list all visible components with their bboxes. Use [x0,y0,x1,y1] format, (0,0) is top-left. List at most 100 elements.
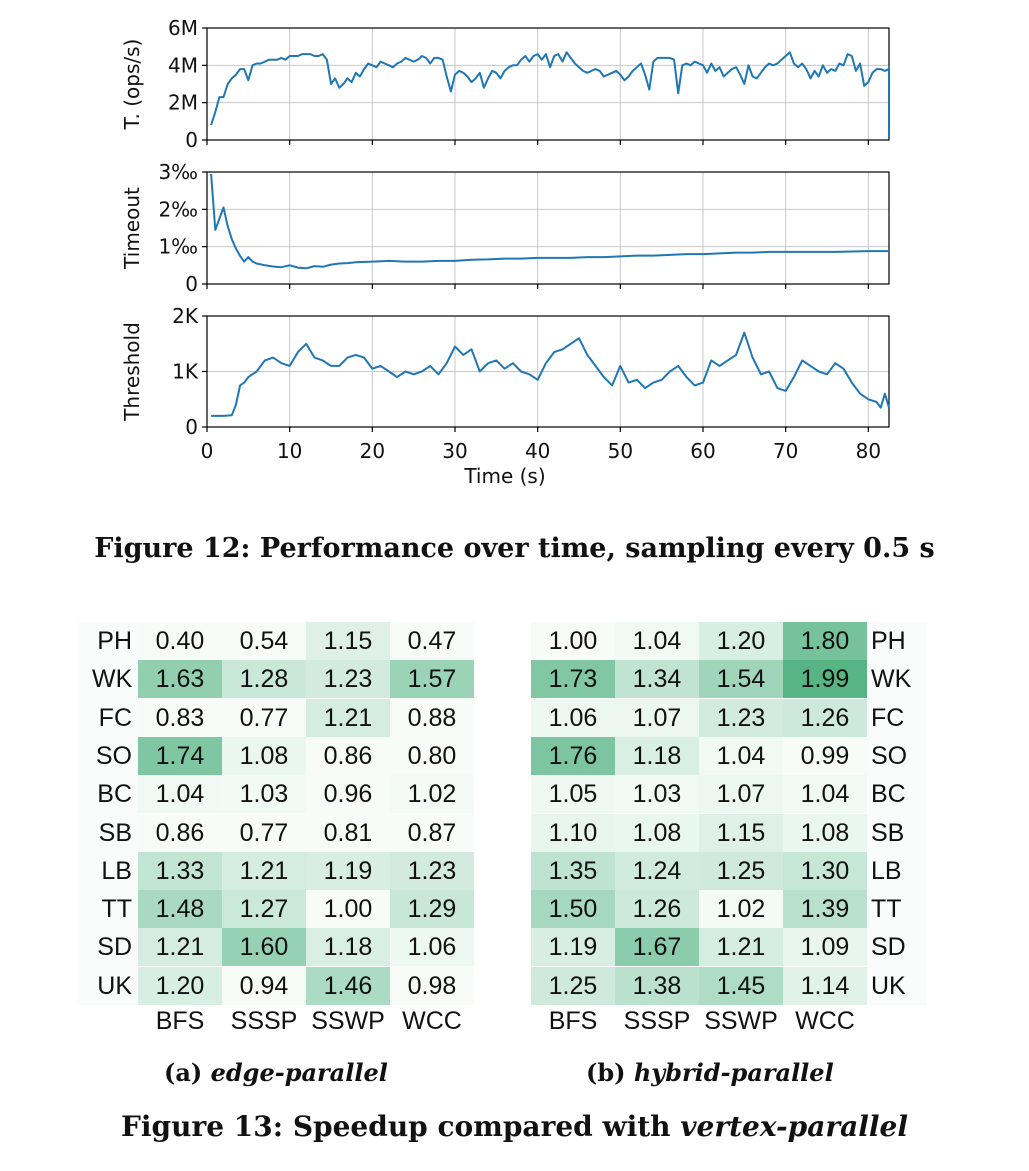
row-label: SD [97,933,132,962]
y-tick-label: 2M [168,91,198,115]
heatmap-cell: 0.77 [222,813,306,852]
heatmap-cell: 1.19 [306,851,390,890]
heatmap-cell: 0.98 [390,966,474,1005]
column-label: SSSP [230,1007,298,1035]
heatmap-cell: 0.86 [138,813,222,852]
row-label: PH [871,627,906,655]
heatmap-cell: 1.05 [531,775,615,814]
row-label: SB [98,818,132,847]
row-label: UK [97,971,132,1000]
heatmap-cell: 0.54 [222,622,306,660]
row-label: SO [95,741,132,770]
y-axis-label: Timeout [120,187,144,270]
heatmap-cell: 1.04 [615,622,699,660]
heatmap-cell: 0.99 [783,736,867,775]
heatmap-cell: 0.94 [222,966,306,1005]
y-tick-label: 0 [185,128,198,152]
heatmap-cell: 1.33 [138,851,222,890]
heatmap-cell: 1.30 [783,851,867,890]
heatmap-cell: 0.77 [222,698,306,737]
heatmap-cell: 1.57 [390,660,474,699]
figure-12-caption: Figure 12: Performance over time, sampli… [94,533,935,564]
heatmap-cell: 1.08 [615,813,699,852]
heatmap-cell: 1.07 [615,698,699,737]
heatmap-cell: 1.63 [138,660,222,699]
x-tick-label: 70 [773,439,798,463]
row-label: SO [871,741,908,770]
heatmap-cell: 1.15 [306,622,390,660]
heatmap-cell: 1.14 [783,966,867,1005]
heatmap-cell: 1.21 [222,851,306,890]
row-label: LB [101,856,132,885]
column-label: WCC [402,1007,462,1035]
heatmap-cell: 1.10 [531,813,615,852]
heatmap-cell: 1.07 [699,775,783,814]
heatmap-cell: 1.08 [783,813,867,852]
heatmap-cell: 1.18 [306,928,390,967]
heatmap-cell: 1.45 [699,966,783,1005]
heatmap-cell: 1.35 [531,851,615,890]
heatmap-cell: 1.02 [699,890,783,929]
row-label: UK [871,971,906,1000]
column-label: BFS [548,1007,598,1035]
row-label: LB [871,856,902,885]
heatmap-cell: 1.26 [615,890,699,929]
column-label: WCC [795,1007,855,1035]
heatmap-cell: 0.88 [390,698,474,737]
y-tick-label: 3‰ [158,160,198,184]
subcaption-b: (b) hybrid-parallel [586,1058,834,1087]
x-tick-label: 10 [277,439,302,463]
heatmap-cell: 1.25 [699,851,783,890]
heatmap-cell: 1.28 [222,660,306,699]
x-tick-label: 20 [360,439,385,463]
heatmap-cell: 0.86 [306,736,390,775]
heatmap-cell: 1.67 [615,928,699,967]
row-label: FC [871,703,905,732]
heatmap-cell: 1.74 [138,736,222,775]
figure-13-caption-italic: vertex-parallel [680,1110,908,1143]
heatmap-cell: 1.24 [615,851,699,890]
column-label: SSSP [623,1007,691,1035]
heatmap-cell: 1.21 [699,928,783,967]
heatmap-cell: 1.34 [615,660,699,699]
performance-over-time-figure: 0 2M 4M 6M T. (ops/s) 0 1‰ 2‰ 3‰ Timeout 0 1K 2K Thre… [120,16,890,488]
heatmap-cell: 1.29 [390,890,474,929]
y-axis-label: Threshold [120,322,144,422]
y-axis-label: T. (ops/s) [120,39,144,131]
x-tick-label: 60 [690,439,715,463]
heatmap-cell: 1.23 [390,851,474,890]
y-tick-label: 0 [185,272,198,296]
figure-13-caption: Figure 13: Speedup compared with vertex-… [0,1110,1029,1143]
heatmap-cell: 1.39 [783,890,867,929]
plot-frame [206,171,890,285]
heatmap-cell: 1.06 [531,698,615,737]
heatmap-cell: 1.27 [222,890,306,929]
heatmap-cell: 1.73 [531,660,615,699]
heatmap-cell: 1.25 [531,966,615,1005]
heatmap-cell: 0.87 [390,813,474,852]
heatmap-cell: 1.21 [138,928,222,967]
heatmap-cell: 1.15 [699,813,783,852]
heatmap-cell: 1.76 [531,736,615,775]
x-tick-label: 30 [442,439,467,463]
heatmap-cell: 1.06 [390,928,474,967]
heatmap-cell: 0.83 [138,698,222,737]
row-label: WK [871,665,912,694]
subcaption-b-prefix: (b) [586,1058,634,1087]
heatmap-cell: 0.96 [306,775,390,814]
y-tick-label: 2‰ [158,197,198,221]
heatmap-cell: 1.02 [390,775,474,814]
heatmap-cell: 1.80 [783,622,867,660]
heatmap-cell: 1.04 [783,775,867,814]
row-label: BC [97,780,132,809]
row-label: BC [871,780,906,809]
heatmap-cell: 1.99 [783,660,867,699]
y-tick-label: 2K [172,304,199,328]
row-label: WK [92,665,133,694]
series-line [210,173,889,270]
row-label: FC [98,703,132,732]
heatmap-cell: 1.00 [531,622,615,660]
x-tick-label: 40 [525,439,550,463]
heatmap-cell: 1.26 [783,698,867,737]
y-tick-label: 4M [168,53,198,77]
